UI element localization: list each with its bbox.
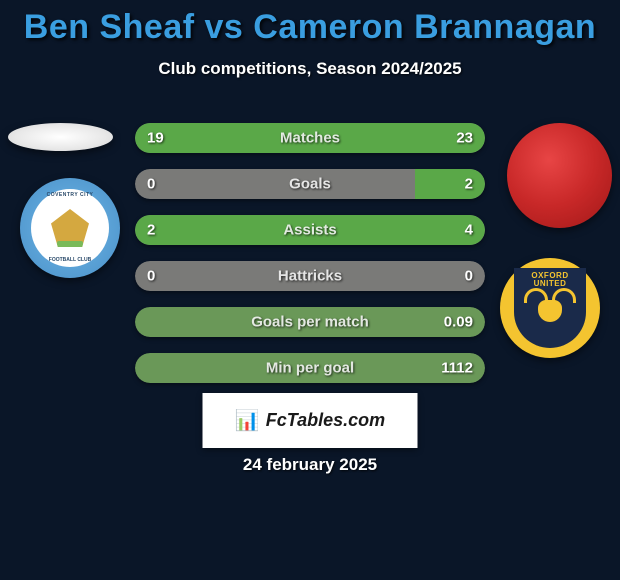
stat-value-right: 2 — [465, 176, 473, 193]
stat-row: 0 Hattricks 0 — [135, 261, 485, 291]
stat-value-right: 23 — [456, 130, 473, 147]
stat-label: Hattricks — [278, 268, 342, 285]
stat-bar-right — [415, 169, 485, 199]
stats-container: 19 Matches 23 0 Goals 2 2 Assists 4 0 Hattricks 0 Go… — [135, 123, 485, 399]
stat-row: 19 Matches 23 — [135, 123, 485, 153]
stat-value-left: 0 — [147, 268, 155, 285]
stat-value-left: 0 — [147, 176, 155, 193]
stat-row: Min per goal 1112 — [135, 353, 485, 383]
stat-value-right: 0 — [465, 268, 473, 285]
club-badge-left: COVENTRY CITY FOOTBALL CLUB — [20, 178, 120, 278]
stat-row: Goals per match 0.09 — [135, 307, 485, 337]
stat-row: 0 Goals 2 — [135, 169, 485, 199]
club-left-name-bot: FOOTBALL CLUB — [49, 257, 91, 263]
club-right-name-2: UNITED — [534, 280, 567, 288]
comparison-title: Ben Sheaf vs Cameron Brannagan — [0, 0, 620, 47]
stat-label: Min per goal — [266, 360, 354, 377]
fctables-chart-icon: 📊 — [235, 408, 260, 433]
club-left-name-top: COVENTRY CITY — [47, 192, 94, 198]
stat-value-right: 4 — [465, 222, 473, 239]
snapshot-date: 24 february 2025 — [243, 455, 377, 475]
stat-label: Goals per match — [251, 314, 369, 331]
comparison-subtitle: Club competitions, Season 2024/2025 — [0, 59, 620, 79]
stat-value-right: 0.09 — [444, 314, 473, 331]
footer-attribution: 📊 FcTables.com — [203, 393, 418, 448]
stat-label: Goals — [289, 176, 331, 193]
player-right-photo — [507, 123, 612, 228]
stat-value-left: 2 — [147, 222, 155, 239]
oxford-ox-icon — [530, 292, 570, 324]
player-left-photo — [8, 123, 113, 151]
coventry-crest-icon — [51, 209, 89, 247]
fctables-brand: FcTables.com — [266, 410, 385, 431]
stat-row: 2 Assists 4 — [135, 215, 485, 245]
stat-value-left: 19 — [147, 130, 164, 147]
stat-label: Matches — [280, 130, 340, 147]
club-badge-right: OXFORD UNITED — [500, 258, 600, 358]
stat-value-right: 1112 — [441, 360, 473, 377]
stat-label: Assists — [283, 222, 336, 239]
